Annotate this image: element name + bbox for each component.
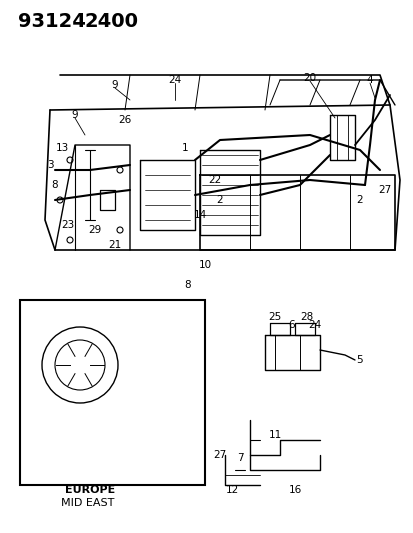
Bar <box>20 300 204 485</box>
Text: 22: 22 <box>208 175 221 185</box>
Text: 8: 8 <box>184 280 191 290</box>
Text: 12: 12 <box>225 485 238 495</box>
Text: 9: 9 <box>71 110 78 120</box>
Text: 14: 14 <box>193 210 206 220</box>
Text: 6: 6 <box>288 320 294 330</box>
Text: 1: 1 <box>181 143 188 153</box>
Text: MID EAST: MID EAST <box>61 498 114 508</box>
Text: 3: 3 <box>47 160 53 170</box>
Text: 8: 8 <box>52 180 58 190</box>
Text: 15: 15 <box>71 317 84 327</box>
Text: 25: 25 <box>268 312 281 322</box>
Text: 4: 4 <box>366 75 373 85</box>
Text: 13: 13 <box>55 143 69 153</box>
Text: 24: 24 <box>168 75 181 85</box>
Text: 21: 21 <box>108 240 121 250</box>
Text: 16: 16 <box>288 485 301 495</box>
Text: 27: 27 <box>66 455 78 465</box>
Text: EUROPE: EUROPE <box>65 485 115 495</box>
Text: 24: 24 <box>308 320 321 330</box>
Text: 17: 17 <box>52 327 64 337</box>
Text: 14: 14 <box>24 450 36 460</box>
Text: 27: 27 <box>377 185 391 195</box>
Text: 23: 23 <box>61 220 74 230</box>
Text: 10: 10 <box>198 260 211 270</box>
Text: 29: 29 <box>88 225 101 235</box>
Text: 4: 4 <box>104 340 111 350</box>
Text: 20: 20 <box>303 73 316 83</box>
Text: 9: 9 <box>112 80 118 90</box>
Text: 20: 20 <box>121 345 134 355</box>
Text: 2: 2 <box>216 195 223 205</box>
Text: 28: 28 <box>300 312 313 322</box>
Text: 19: 19 <box>114 360 126 370</box>
Text: 4: 4 <box>97 325 103 335</box>
Text: 11: 11 <box>268 430 281 440</box>
Text: 7: 7 <box>236 453 243 463</box>
Text: 2400: 2400 <box>85 12 139 31</box>
Text: 26: 26 <box>118 115 131 125</box>
Text: 93124: 93124 <box>18 12 85 31</box>
Text: 2: 2 <box>356 195 363 205</box>
Text: 27: 27 <box>213 450 226 460</box>
Text: 5: 5 <box>356 355 363 365</box>
Text: 18: 18 <box>36 325 48 335</box>
